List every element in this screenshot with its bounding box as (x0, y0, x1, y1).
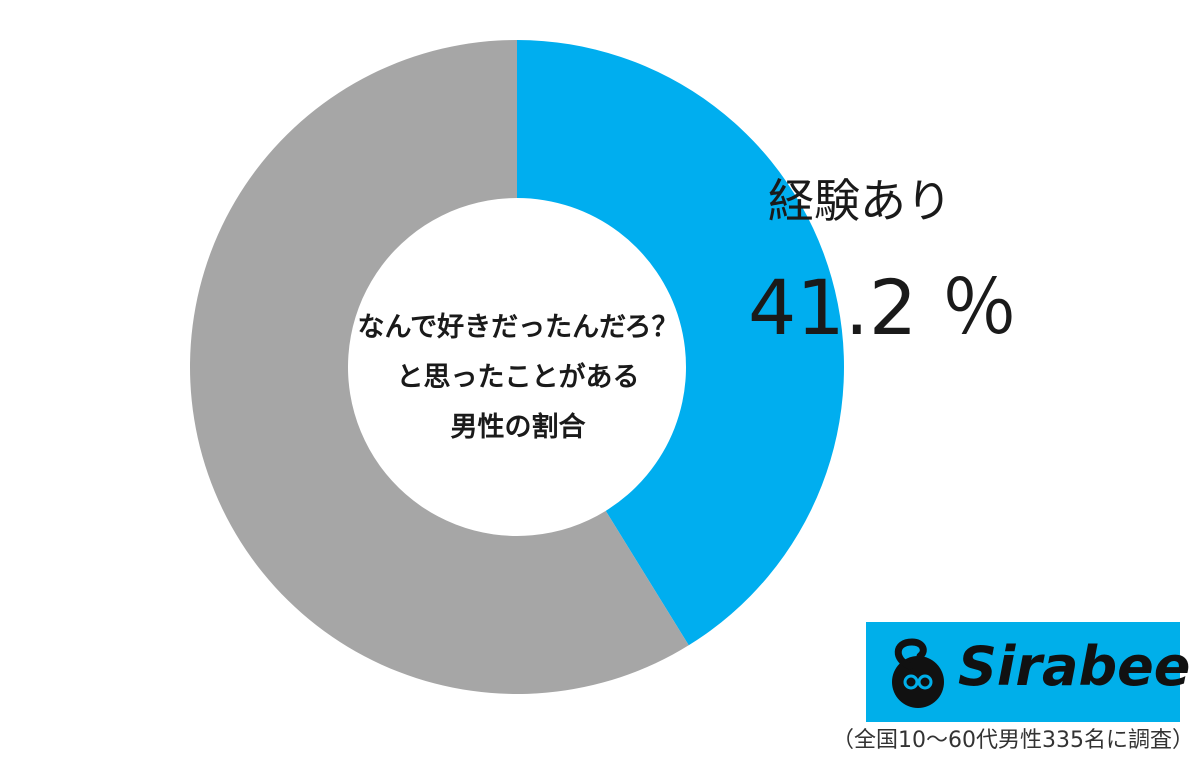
slice-label: 経験あり (768, 174, 952, 228)
donut-slice-1 (190, 40, 689, 695)
logo-text: Sirabee (958, 635, 1191, 698)
survey-footnote: （全国10～60代男性335名に調査） (832, 728, 1194, 753)
chart-title-line-1: なんで好きだったんだろ？ (357, 312, 679, 343)
chart-title-line-3: 男性の割合 (450, 412, 586, 443)
sirabee-logo: Sirabee (866, 622, 1190, 722)
sirabee-logo-mark-icon (892, 638, 944, 708)
chart-title-line-2: と思ったことがある (396, 362, 640, 393)
donut-slice-0 (517, 40, 845, 646)
slice-value-label: 41.2 ％ (748, 263, 1018, 352)
